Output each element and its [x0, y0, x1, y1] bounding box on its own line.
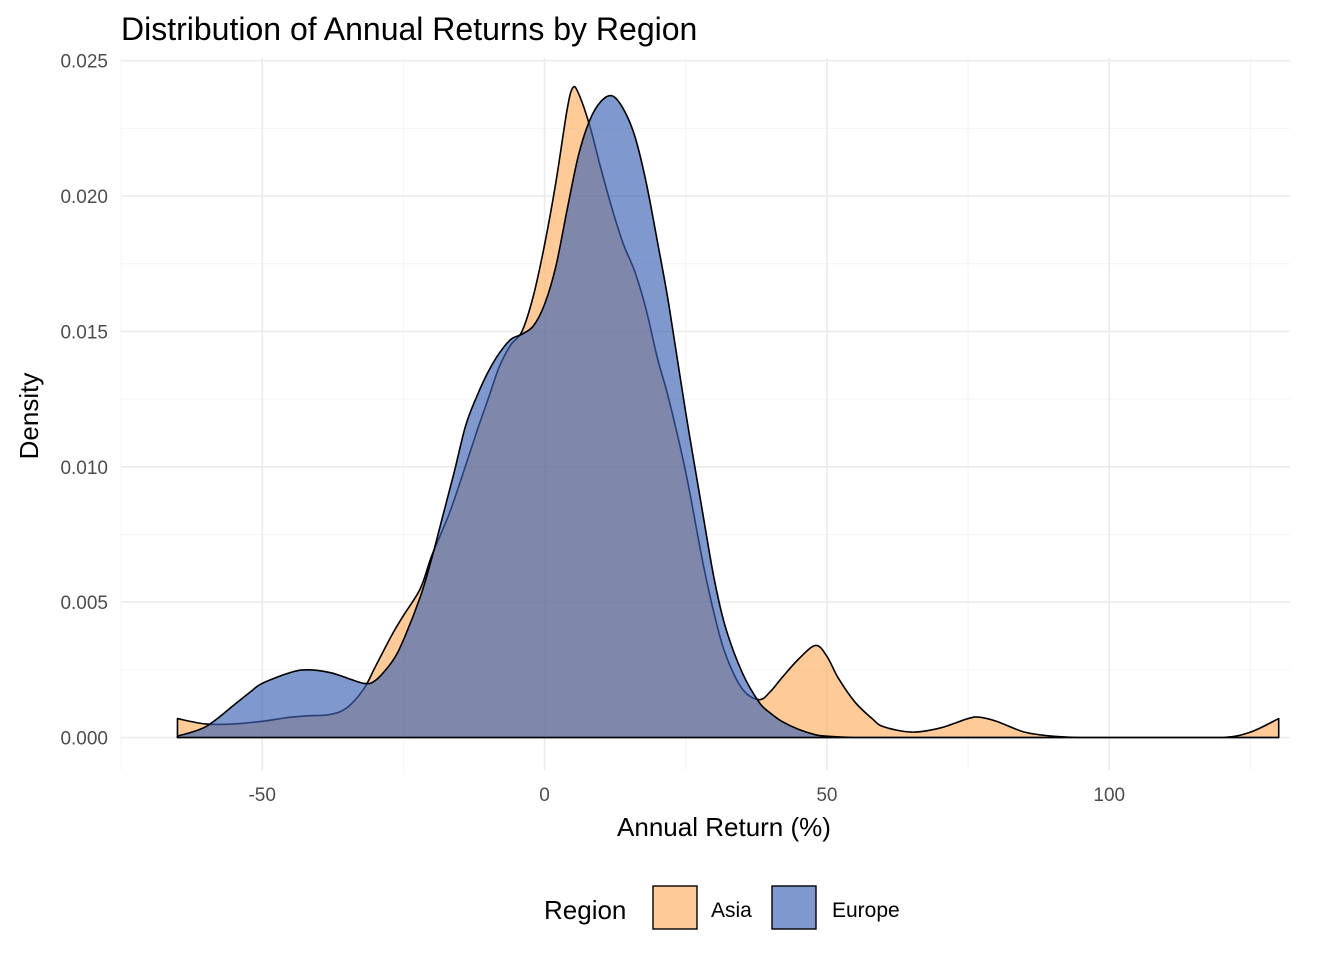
legend: Region Asia Europe — [544, 885, 900, 930]
y-tick-label: 0.010 — [60, 458, 108, 479]
y-tick-label: 0.025 — [60, 52, 108, 73]
y-tick-label: 0.005 — [60, 593, 108, 614]
x-tick-label: 50 — [816, 785, 837, 806]
legend-key-europe — [771, 885, 817, 930]
x-axis-ticks: -50 0 50 100 — [248, 785, 1125, 806]
legend-label-europe: Europe — [832, 899, 900, 922]
x-tick-label: 0 — [539, 785, 550, 806]
x-tick-label: 100 — [1093, 785, 1125, 806]
legend-key-asia — [652, 885, 698, 930]
y-tick-label: 0.020 — [60, 187, 108, 208]
y-tick-label: 0.015 — [60, 322, 108, 343]
x-tick-label: -50 — [248, 785, 275, 806]
y-tick-label: 0.000 — [60, 729, 108, 750]
y-axis-ticks: 0.000 0.005 0.010 0.015 0.020 0.025 — [60, 52, 108, 750]
legend-label-asia: Asia — [711, 899, 752, 922]
density-area-europe — [176, 94, 1280, 739]
density-areas — [176, 85, 1280, 739]
chart-title: Distribution of Annual Returns by Region — [121, 11, 697, 47]
y-axis-title: Density — [14, 373, 44, 460]
x-axis-title: Annual Return (%) — [617, 812, 831, 842]
legend-title: Region — [544, 895, 626, 925]
